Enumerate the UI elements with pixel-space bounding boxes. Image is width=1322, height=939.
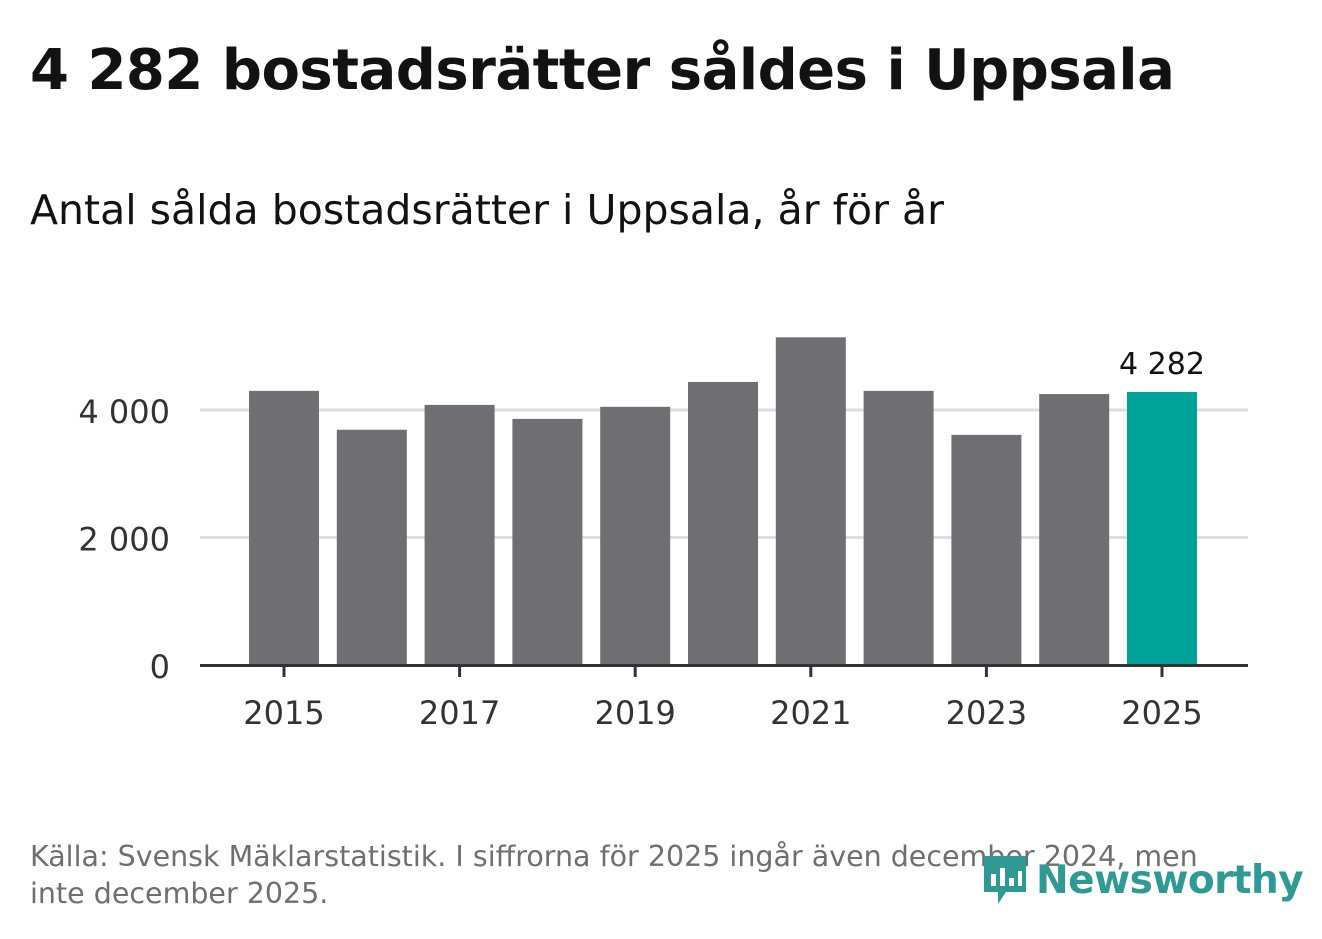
x-tick-label: 2023 xyxy=(946,694,1027,732)
logo-text: Newsworthy xyxy=(1036,857,1304,903)
bar-2022 xyxy=(863,390,934,665)
x-tick-label: 2019 xyxy=(594,694,675,732)
bar-2021 xyxy=(775,337,846,665)
x-tick-label: 2025 xyxy=(1121,694,1202,732)
x-tick-label: 2017 xyxy=(419,694,500,732)
bar-2018 xyxy=(512,418,583,665)
chart-subtitle: Antal sålda bostadsrätter i Uppsala, år … xyxy=(30,186,944,234)
newsworthy-logo: Newsworthy xyxy=(980,852,1304,908)
bar-2015 xyxy=(249,390,319,665)
labels: 0 2 000 4 000 2015 2017 2019 2021 2023 2025 4 282 xyxy=(78,347,1205,732)
bars xyxy=(249,337,1197,665)
y-tick-label: 2 000 xyxy=(78,521,170,559)
chart-bubble-icon xyxy=(984,856,1026,904)
bar-2025 xyxy=(1127,392,1197,665)
y-tick-label: 4 000 xyxy=(78,393,170,431)
x-tick-label: 2015 xyxy=(243,694,324,732)
x-tick-label: 2021 xyxy=(770,694,851,732)
chart-title: 4 282 bostadsrätter såldes i Uppsala xyxy=(30,38,1175,103)
bar-2017 xyxy=(424,404,495,665)
bar-2020 xyxy=(688,381,758,665)
bar-2016 xyxy=(336,429,407,665)
bar-chart: 0 2 000 4 000 2015 2017 2019 2021 2023 2025 4 282 xyxy=(78,337,1248,732)
bar-2024 xyxy=(1039,394,1110,665)
bar-2023 xyxy=(951,434,1022,665)
data-label-2025: 4 282 xyxy=(1119,347,1205,382)
y-tick-label: 0 xyxy=(150,648,170,686)
bar-2019 xyxy=(600,406,671,665)
x-axis xyxy=(200,664,1248,677)
